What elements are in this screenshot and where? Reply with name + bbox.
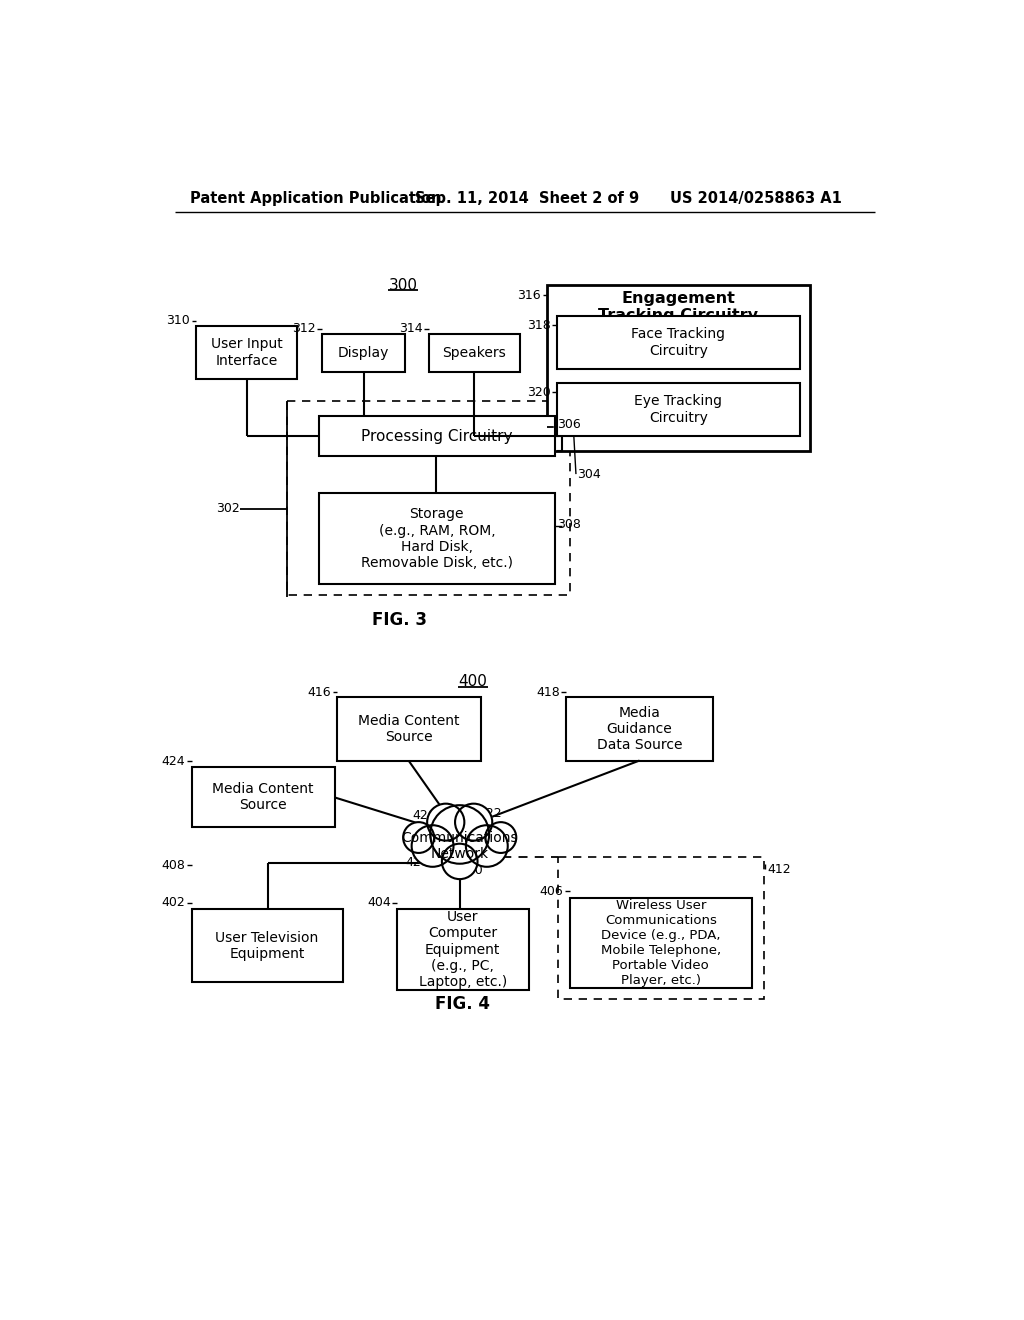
Circle shape [430, 805, 489, 863]
FancyBboxPatch shape [337, 697, 480, 760]
Text: 310: 310 [166, 314, 190, 327]
Text: FIG. 4: FIG. 4 [435, 995, 490, 1012]
FancyBboxPatch shape [547, 285, 810, 451]
Text: Media Content
Source: Media Content Source [213, 781, 314, 812]
Text: 422: 422 [478, 807, 502, 820]
Text: Media Content
Source: Media Content Source [358, 714, 460, 744]
Text: 304: 304 [578, 467, 601, 480]
Circle shape [438, 814, 464, 840]
Text: Wireless User
Communications
Device (e.g., PDA,
Mobile Telephone,
Portable Video: Wireless User Communications Device (e.g… [601, 899, 721, 987]
Text: Media
Guidance
Data Source: Media Guidance Data Source [597, 706, 682, 752]
Text: 308: 308 [557, 517, 582, 531]
Text: Face Tracking
Circuitry: Face Tracking Circuitry [631, 327, 725, 358]
Text: 408: 408 [162, 859, 185, 871]
Text: Storage
(e.g., RAM, ROM,
Hard Disk,
Removable Disk, etc.): Storage (e.g., RAM, ROM, Hard Disk, Remo… [360, 507, 513, 570]
Text: 302: 302 [216, 502, 240, 515]
FancyBboxPatch shape [322, 334, 406, 372]
Text: 406: 406 [540, 884, 563, 898]
Text: 318: 318 [526, 319, 550, 333]
Circle shape [403, 822, 434, 853]
Circle shape [427, 821, 453, 846]
Circle shape [447, 838, 472, 863]
FancyBboxPatch shape [197, 326, 297, 379]
Circle shape [420, 820, 441, 841]
Text: 412: 412 [767, 862, 791, 875]
Circle shape [414, 830, 435, 851]
FancyBboxPatch shape [191, 767, 335, 826]
Text: 300: 300 [389, 279, 418, 293]
Text: User Input
Interface: User Input Interface [211, 338, 283, 367]
Text: Sep. 11, 2014  Sheet 2 of 9: Sep. 11, 2014 Sheet 2 of 9 [415, 191, 639, 206]
Text: 426: 426 [406, 855, 429, 869]
Text: Speakers: Speakers [442, 346, 506, 360]
Text: Communications
Network: Communications Network [401, 830, 518, 861]
Text: Display: Display [338, 346, 389, 360]
FancyBboxPatch shape [566, 697, 713, 760]
Text: 316: 316 [517, 289, 541, 302]
Text: User Television
Equipment: User Television Equipment [215, 931, 318, 961]
Circle shape [484, 830, 506, 851]
FancyBboxPatch shape [318, 416, 555, 457]
Text: 306: 306 [557, 417, 581, 430]
Text: 418: 418 [536, 685, 560, 698]
Circle shape [455, 804, 493, 841]
Text: 404: 404 [367, 896, 391, 909]
Circle shape [429, 826, 459, 855]
Circle shape [485, 822, 516, 853]
Text: FIG. 3: FIG. 3 [372, 611, 427, 630]
Circle shape [460, 842, 484, 867]
FancyBboxPatch shape [557, 383, 800, 436]
Circle shape [412, 825, 454, 867]
Circle shape [435, 842, 460, 867]
Circle shape [461, 826, 490, 855]
FancyBboxPatch shape [318, 494, 555, 585]
Text: 416: 416 [307, 685, 331, 698]
Circle shape [442, 843, 477, 879]
Text: US 2014/0258863 A1: US 2014/0258863 A1 [671, 191, 843, 206]
Text: 402: 402 [162, 896, 185, 909]
FancyBboxPatch shape [557, 317, 800, 368]
Text: 424: 424 [162, 755, 185, 768]
Circle shape [446, 809, 473, 836]
Text: Eye Tracking
Circuitry: Eye Tracking Circuitry [634, 395, 722, 425]
Text: Patent Application Publication: Patent Application Publication [190, 191, 441, 206]
Circle shape [422, 826, 443, 847]
FancyBboxPatch shape [429, 334, 520, 372]
Circle shape [477, 820, 500, 841]
Text: 312: 312 [292, 322, 315, 335]
Circle shape [427, 804, 464, 841]
Text: 320: 320 [526, 385, 550, 399]
Circle shape [467, 821, 493, 846]
Text: 314: 314 [399, 322, 423, 335]
Text: User
Computer
Equipment
(e.g., PC,
Laptop, etc.): User Computer Equipment (e.g., PC, Lapto… [419, 911, 507, 989]
Text: 420: 420 [413, 809, 436, 822]
Text: Engagement
Tracking Circuitry: Engagement Tracking Circuitry [598, 290, 758, 323]
Circle shape [456, 814, 481, 840]
Text: Processing Circuitry: Processing Circuitry [361, 429, 513, 444]
FancyBboxPatch shape [397, 909, 528, 990]
Circle shape [466, 825, 508, 867]
Text: 400: 400 [459, 675, 487, 689]
Circle shape [476, 826, 498, 847]
FancyBboxPatch shape [569, 898, 752, 989]
FancyBboxPatch shape [191, 909, 343, 982]
Text: 414: 414 [445, 807, 469, 820]
Text: 410: 410 [460, 865, 483, 878]
